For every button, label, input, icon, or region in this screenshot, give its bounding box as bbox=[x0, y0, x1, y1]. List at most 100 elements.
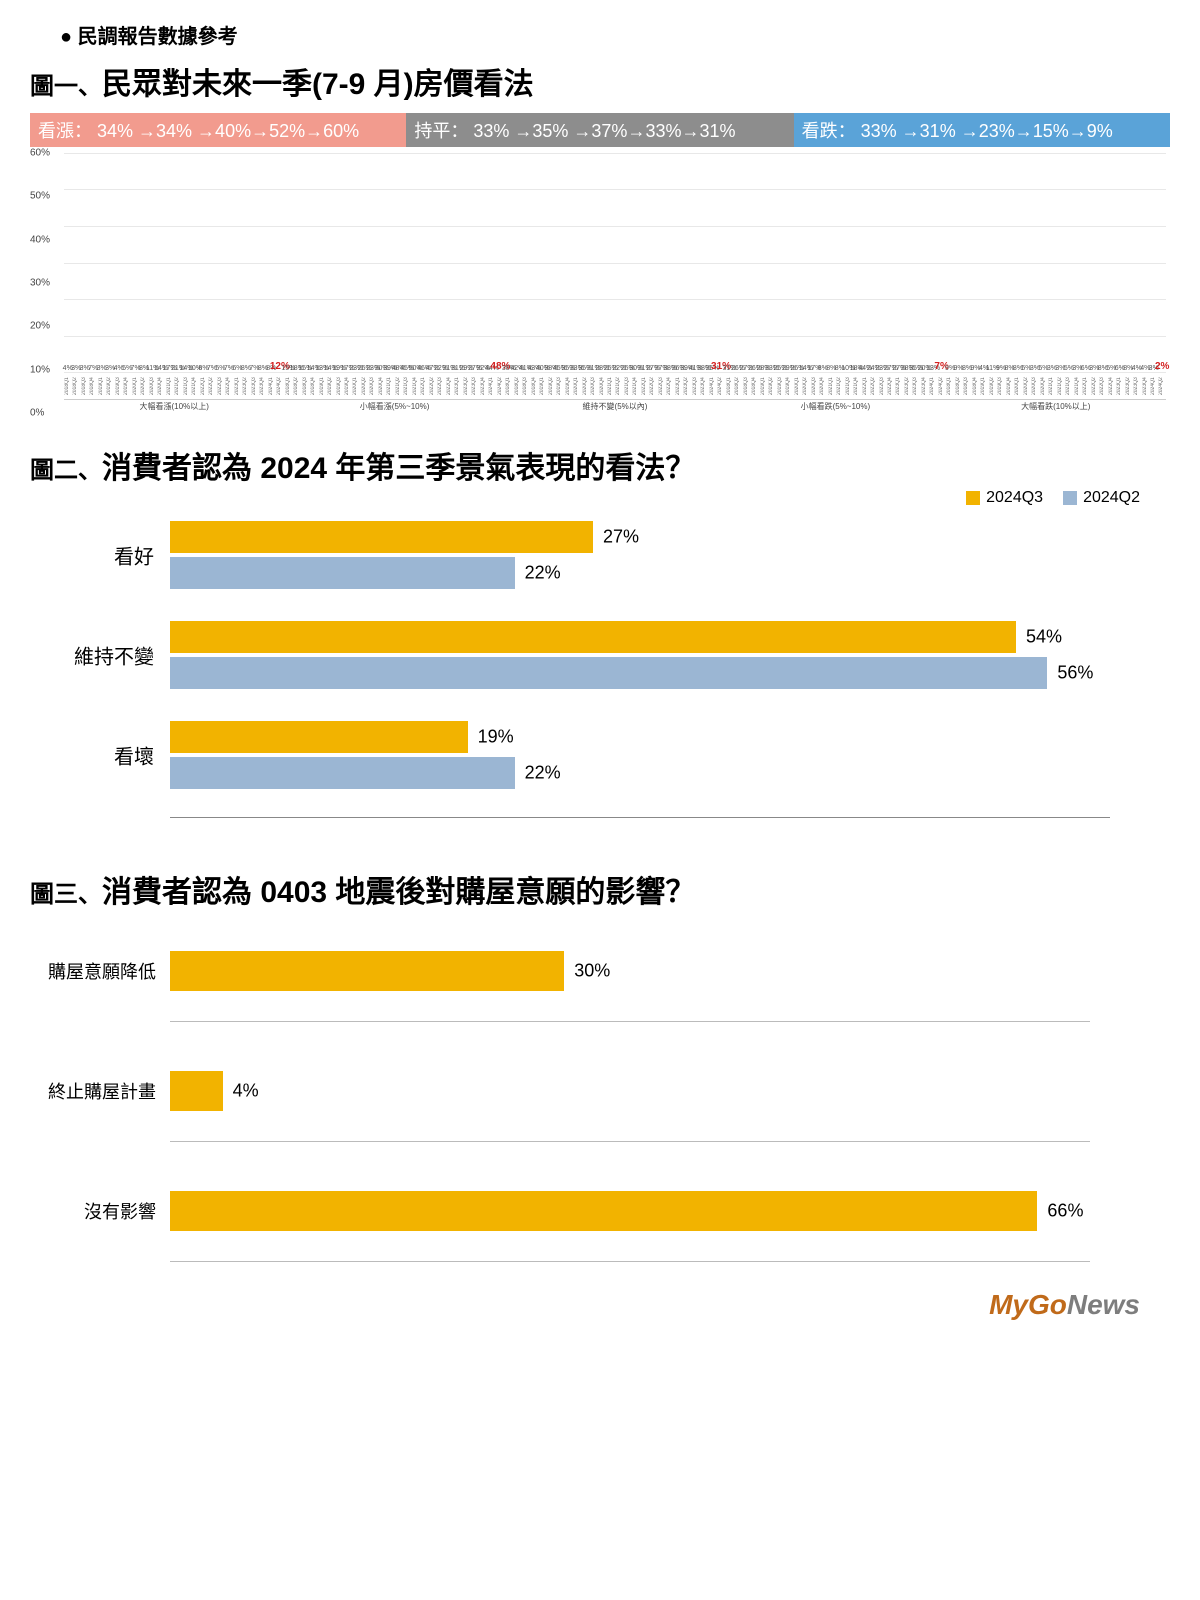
fig3-title: 圖三、消費者認為 0403 地震後對購屋意願的影響？ bbox=[30, 867, 1170, 911]
fig1-xtick-label: 2019Q1 bbox=[980, 373, 988, 395]
fig1-xtick-label: 2022Q4 bbox=[666, 373, 674, 395]
fig1-ytick-label: 40% bbox=[30, 234, 50, 245]
fig2-bar-value: 19% bbox=[468, 727, 514, 748]
fig2-category-row: 看好27%22% bbox=[170, 517, 1110, 593]
fig1-xtick-label: 2018Q1 bbox=[946, 373, 954, 395]
fig1-xtick-label: 2019Q1 bbox=[539, 373, 547, 395]
fig2-bar-value: 22% bbox=[515, 563, 561, 584]
fig3-bar: 4% bbox=[170, 1071, 223, 1111]
fig1-xtick-label: 2020Q4 bbox=[599, 373, 607, 395]
fig1-xtick-label: 2024Q2 bbox=[276, 373, 284, 395]
fig2-category-row: 看壞19%22% bbox=[170, 717, 1110, 793]
fig1-xtick-label: 2021Q4 bbox=[853, 373, 861, 395]
fig1-xtick-label: 2021Q4 bbox=[1074, 373, 1082, 395]
fig1-xtick-label: 2020Q4 bbox=[819, 373, 827, 395]
fig2-title-text: 消費者認為 2024 年第三季景氣表現的看法？ bbox=[102, 452, 695, 485]
fig1-xtick-label: 2022Q3 bbox=[879, 373, 887, 395]
fig3-bar-value: 30% bbox=[564, 961, 610, 982]
fig1-xtick-label: 2019Q2 bbox=[989, 373, 997, 395]
fig2-legend-swatch bbox=[966, 491, 980, 505]
fig2-bar: 27% bbox=[170, 521, 593, 553]
fig1-xtick-label: 2018Q3 bbox=[522, 373, 530, 395]
fig1-xtick-label: 2023Q2 bbox=[1125, 373, 1133, 395]
fig1-xtick-label: 2018Q2 bbox=[514, 373, 522, 395]
fig1-xtick-label: 2022Q3 bbox=[217, 373, 225, 395]
fig1-xtick-label: 2018Q1 bbox=[726, 373, 734, 395]
fig1-plot-area: 4%3%3%7%3%3%4%5%7%8%11%14%17%21%14%10%8%… bbox=[64, 153, 1166, 373]
fig2-bar-value: 56% bbox=[1047, 663, 1093, 684]
fig2-bar: 19% bbox=[170, 721, 468, 753]
fig1-xtick-label: 2019Q3 bbox=[336, 373, 344, 395]
fig1-xtick-label: 2023Q2 bbox=[683, 373, 691, 395]
fig1-xtick-label: 2022Q3 bbox=[1099, 373, 1107, 395]
fig3-bar-value: 66% bbox=[1037, 1201, 1083, 1222]
fig2-category-label: 維持不變 bbox=[74, 641, 170, 670]
fig1-xtick-label: 2024Q2 bbox=[497, 373, 505, 395]
fig3-title-text: 消費者認為 0403 地震後對購屋意願的影響？ bbox=[102, 876, 695, 909]
fig1-title: 圖一、民眾對未來一季(7-9 月)房價看法 bbox=[30, 59, 1170, 103]
fig1-chart: 4%3%3%7%3%3%4%5%7%8%11%14%17%21%14%10%8%… bbox=[30, 153, 1170, 413]
fig1-band-segment: 看漲： 34% →34% →40%→52%→60% bbox=[30, 113, 406, 147]
fig1-gridline bbox=[64, 336, 1166, 337]
fig1-xtick-label: 2022Q2 bbox=[1091, 373, 1099, 395]
fig1-xtick-label: 2018Q4 bbox=[531, 373, 539, 395]
fig1-xtick-label: 2018Q3 bbox=[302, 373, 310, 395]
fig2-legend-item: 2024Q3 bbox=[966, 489, 1043, 507]
fig1-xtick-label: 2024Q1 bbox=[268, 373, 276, 395]
fig1-xtick-label: 2023Q4 bbox=[259, 373, 267, 395]
fig1-xtick-label: 2021Q3 bbox=[1065, 373, 1073, 395]
fig1-xtick-label: 2019Q4 bbox=[123, 373, 131, 395]
fig2-legend-item: 2024Q2 bbox=[1063, 489, 1140, 507]
fig2-category-row: 維持不變54%56% bbox=[170, 617, 1110, 693]
fig2-bar-value: 54% bbox=[1016, 627, 1062, 648]
fig2-legend: 2024Q3 2024Q2 bbox=[966, 489, 1140, 507]
fig1-xtick-label: 2021Q1 bbox=[1048, 373, 1056, 395]
fig1-xtick-label: 2020Q1 bbox=[1014, 373, 1022, 395]
fig2-bar: 22% bbox=[170, 757, 515, 789]
fig1-xtick-label: 2018Q2 bbox=[293, 373, 301, 395]
fig1-gridline bbox=[64, 189, 1166, 190]
fig1-xtick-label: 2019Q1 bbox=[760, 373, 768, 395]
fig1-xtick-label: 2021Q1 bbox=[828, 373, 836, 395]
fig1-xtick-label: 2020Q2 bbox=[582, 373, 590, 395]
fig3-bar: 66% bbox=[170, 1191, 1037, 1231]
fig1-gridline bbox=[64, 263, 1166, 264]
fig2-axis bbox=[170, 817, 1110, 818]
fig1-xtick-label: 2021Q4 bbox=[632, 373, 640, 395]
fig1-xtick-label: 2021Q1 bbox=[386, 373, 394, 395]
fig3-category-label: 終止購屋計畫 bbox=[48, 1078, 170, 1104]
fig3-row: 終止購屋計畫4% bbox=[170, 1071, 1090, 1111]
fig2-legend-label: 2024Q2 bbox=[1083, 489, 1140, 507]
fig1-xtick-label: 2019Q1 bbox=[319, 373, 327, 395]
fig1-xtick-label: 2020Q4 bbox=[157, 373, 165, 395]
fig1-xtick-label: 2020Q2 bbox=[1023, 373, 1031, 395]
fig1-xtick-label: 2018Q1 bbox=[285, 373, 293, 395]
fig1-xtick-label: 2019Q4 bbox=[785, 373, 793, 395]
fig2-bar-value: 27% bbox=[593, 527, 639, 548]
fig1-xtick-label: 2024Q1 bbox=[929, 373, 937, 395]
fig1-ytick-label: 10% bbox=[30, 364, 50, 375]
fig1-xtick-label: 2018Q4 bbox=[310, 373, 318, 395]
fig1-xtick-label: 2020Q1 bbox=[794, 373, 802, 395]
fig2-category-label: 看好 bbox=[114, 541, 170, 570]
fig1-xtick-label: 2024Q2 bbox=[717, 373, 725, 395]
fig1-xtick-label: 2021Q2 bbox=[615, 373, 623, 395]
fig1-xtick-label: 2023Q1 bbox=[234, 373, 242, 395]
fig1-xtick-label: 2021Q2 bbox=[1057, 373, 1065, 395]
fig1-xtick-label: 2021Q2 bbox=[174, 373, 182, 395]
fig1-xtick-label: 2020Q3 bbox=[1031, 373, 1039, 395]
fig1-xtick-label: 2018Q4 bbox=[89, 373, 97, 395]
fig1-xtick-label: 2021Q4 bbox=[191, 373, 199, 395]
fig1-xtick-label: 2019Q2 bbox=[106, 373, 114, 395]
fig3-divider bbox=[170, 1261, 1090, 1262]
watermark-logo: MyGoNews bbox=[989, 1289, 1140, 1321]
fig1-xtick-label: 2019Q4 bbox=[565, 373, 573, 395]
fig1-legend-band: 看漲： 34% →34% →40%→52%→60%持平： 33% →35% →3… bbox=[30, 113, 1170, 147]
fig1-xtick-label: 2019Q4 bbox=[1006, 373, 1014, 395]
fig1-xtick-label: 2020Q1 bbox=[352, 373, 360, 395]
fig1-ytick-label: 0% bbox=[30, 408, 44, 419]
fig1-xtick-label: 2020Q2 bbox=[802, 373, 810, 395]
fig2-bar: 22% bbox=[170, 557, 515, 589]
fig1-title-prefix: 圖一、 bbox=[30, 73, 102, 100]
fig1-group-label: 小幅看漲(5%~10%) bbox=[284, 399, 504, 413]
